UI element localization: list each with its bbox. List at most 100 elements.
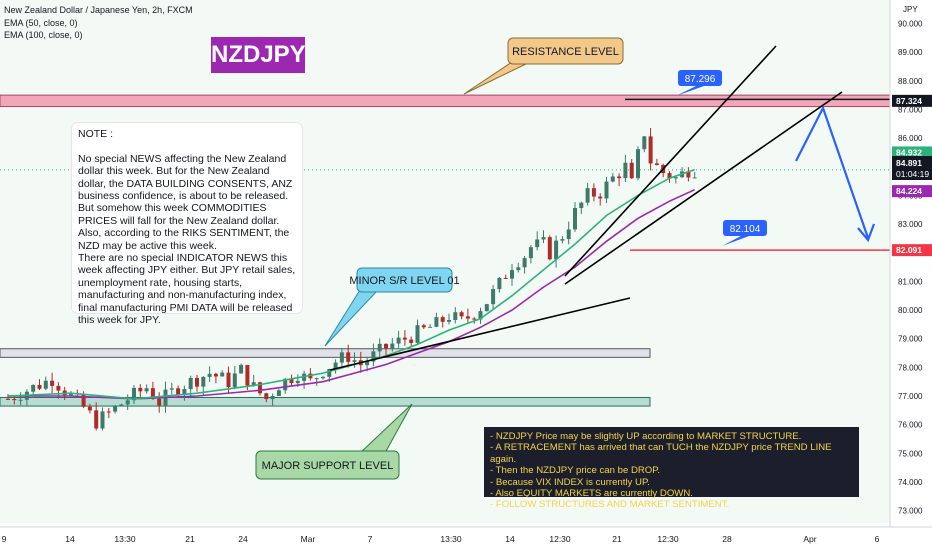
candle-body [440, 317, 445, 322]
candle-body [333, 362, 338, 370]
candle-body [428, 326, 433, 328]
candle-body [579, 202, 584, 209]
time-tick-label: 21 [612, 534, 622, 544]
projection-arrowhead [857, 223, 876, 243]
candle-body [409, 339, 414, 343]
candle-body [484, 304, 489, 312]
candle-body [258, 382, 262, 394]
resistance-price-tag-bg [892, 94, 932, 107]
candle-body [585, 188, 590, 203]
candle-body [339, 352, 344, 363]
lower-trend-line [329, 297, 631, 371]
candle-body [491, 289, 496, 305]
candle-body [377, 343, 382, 352]
candle-body [150, 388, 155, 399]
candle-body [346, 352, 351, 362]
time-tick-label: 24 [238, 534, 248, 544]
candle-body [207, 373, 212, 377]
high-marker-box [678, 70, 722, 86]
candle-body [516, 267, 521, 271]
last-price-bg [892, 156, 932, 180]
price-tick-label: 83.000 [898, 220, 923, 229]
candle-body [270, 395, 275, 400]
price-tick-label: 76.000 [898, 421, 923, 430]
candle-body [352, 360, 357, 362]
major-callout-box [255, 450, 400, 480]
high-marker-pointer [676, 86, 704, 96]
candle-body [610, 176, 615, 182]
symbol-header: New Zealand Dollar / Japanese Yen, 2h, F… [4, 5, 193, 15]
candle-body [535, 239, 540, 248]
candle-body [201, 376, 206, 387]
candle-body [384, 343, 388, 349]
candle-body [629, 162, 634, 179]
target-marker-box [723, 220, 767, 236]
candle-body [138, 387, 143, 392]
candle-body [18, 399, 23, 401]
price-tick-label: 86.000 [898, 134, 923, 143]
high-marker-label: 87.296 [685, 74, 716, 85]
candle-body [125, 400, 130, 405]
candle-body [69, 393, 73, 396]
price-tick-label: 78.000 [898, 363, 923, 372]
minor-sr-zone [0, 348, 651, 358]
candle-body [276, 390, 281, 396]
candle-body [522, 258, 527, 268]
candle-body [321, 376, 325, 379]
target-marker-pointer [722, 236, 749, 246]
candle-body [239, 365, 244, 374]
candle-body [604, 181, 609, 199]
candle-body [182, 389, 187, 395]
candle-body [132, 387, 136, 401]
minor-callout-label: MINOR S/R LEVEL 01 [349, 275, 459, 287]
candle-body [31, 384, 36, 392]
candle-body [56, 385, 61, 391]
candle-body [188, 377, 193, 390]
candle-body [472, 318, 477, 320]
note-box: NOTE : No special NEWS affecting the New… [72, 123, 302, 326]
resistance-callout-box [507, 37, 624, 65]
minor-callout-box [356, 267, 453, 293]
time-tick-label: 13:30 [114, 534, 136, 544]
candle-body [573, 208, 577, 230]
ema50-line [7, 168, 695, 400]
time-tick-label: 12:30 [549, 534, 571, 544]
candle-body [415, 325, 420, 343]
candle-body [113, 406, 118, 412]
price-tick-label: 74.000 [898, 478, 923, 487]
candle-body [503, 277, 508, 279]
candle-body [100, 411, 105, 429]
candle-body [648, 136, 653, 164]
price-tick-label: 90.000 [898, 19, 923, 28]
candle-body [459, 312, 464, 317]
price-tick-label: 75.000 [898, 449, 923, 458]
candle-body [144, 388, 149, 392]
candle-body [251, 382, 256, 386]
candle-body [245, 365, 250, 386]
candle-body [447, 319, 451, 322]
upper-trend-line [564, 45, 777, 277]
candle-body [213, 373, 218, 377]
time-tick-label: Apr [803, 534, 816, 544]
target-marker-label: 82.104 [730, 224, 761, 235]
candle-body [686, 171, 691, 178]
price-tick-label: 89.000 [898, 48, 923, 57]
symbol-badge: NZDJPY [211, 37, 306, 73]
ema50-price-tag: 84.932 [896, 147, 922, 157]
candle-body [50, 380, 55, 386]
major-support-zone [0, 396, 651, 407]
price-tick-label: 73.000 [898, 507, 923, 516]
ema100-price-tag-bg [892, 185, 932, 198]
candle-body [169, 388, 174, 390]
price-tick-label: 79.000 [898, 335, 923, 344]
candle-body [617, 176, 622, 179]
countdown-tag: 01:04:19 [896, 169, 929, 179]
candle-body [642, 136, 647, 150]
price-tick-label: 81.000 [898, 277, 923, 286]
candle-body [402, 337, 407, 340]
ema50-legend: EMA (50, close, 0) [4, 18, 78, 28]
candle-body [623, 162, 628, 179]
target-price-tag-bg [892, 244, 932, 257]
candle-body [465, 316, 470, 319]
time-axis-background [0, 527, 932, 550]
